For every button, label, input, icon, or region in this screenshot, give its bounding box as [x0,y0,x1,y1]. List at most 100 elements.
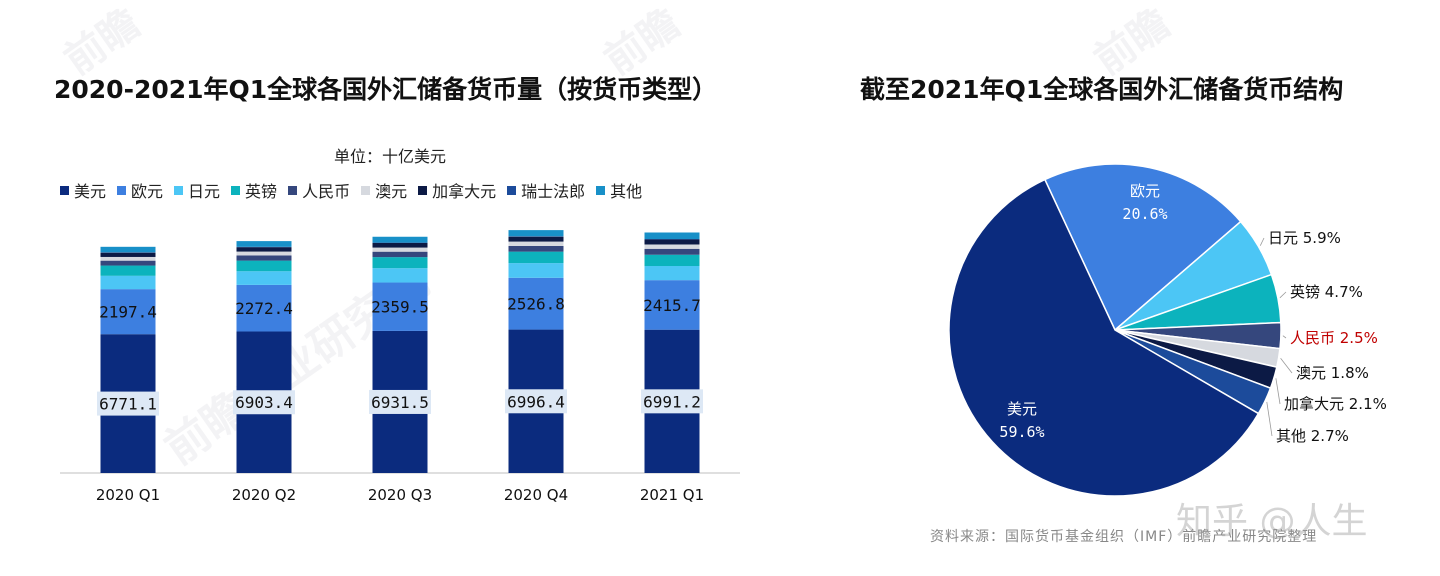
legend-swatch [507,185,517,195]
data-label-eur: 2272.4 [235,299,293,318]
leader-line [1280,358,1293,374]
bar-segment-other [644,232,700,240]
slice-label-gbp: 英镑 4.7% [1290,283,1363,301]
data-label-eur: 2526.8 [507,295,565,314]
data-label-usd: 6903.4 [235,393,293,412]
leader-line [1266,401,1273,437]
source-note: 资料来源：国际货币基金组织（IMF）前瞻产业研究院整理 [930,529,1318,545]
bar-segment-cny [644,248,700,255]
data-label-bg [97,391,159,416]
legend-item-eur: 欧元 [117,178,163,202]
slice-label-cad: 加拿大元 2.1% [1284,395,1387,413]
bar-segment-cny [372,251,428,258]
leader-line [1279,291,1287,299]
bar-segment-eur [236,284,292,332]
data-label-usd: 6771.1 [99,395,157,414]
legend-item-usd: 美元 [60,178,106,202]
pie-slice-usd [948,178,1260,497]
data-label-bg [369,389,431,414]
legend-label: 欧元 [131,182,164,201]
bar-segment-other [372,236,428,243]
bar-segment-eur [372,282,428,331]
slice-label-name: 美元 [1007,400,1037,418]
legend-item-aud: 澳元 [361,178,407,202]
slice-label-value: 20.6% [1122,205,1167,223]
bar-segment-aud [644,244,700,249]
bar-segment-cad [372,242,428,248]
zhihu-watermark: 知乎 @人生 [1176,501,1368,542]
legend-swatch [231,185,241,195]
slice-label-aud: 澳元 1.8% [1296,364,1369,382]
legend-item-jpy: 日元 [174,178,220,202]
leader-line [1282,335,1287,339]
slice-label-chf: 其他 2.7% [1276,427,1349,445]
x-tick-label: 2020 Q3 [368,486,432,504]
legend-label: 日元 [188,182,221,201]
legend-swatch [361,185,371,195]
bar-segment-jpy [508,263,564,278]
data-label-eur: 2415.7 [643,296,701,315]
bar-segment-jpy [372,268,428,283]
pie-slice-eur [1043,163,1242,332]
bar-segment-cad [100,252,156,257]
bar-segment-jpy [644,266,700,281]
bar-segment-gbp [100,265,156,276]
bar-segment-aud [236,251,292,256]
data-label-usd: 6931.5 [371,393,429,412]
slice-label-cny: 人民币 2.5% [1290,329,1378,347]
legend-item-cad: 加拿大元 [418,178,496,202]
slice-label-jpy: 日元 5.9% [1268,229,1341,247]
bar-segment-gbp [644,254,700,267]
bar-segment-aud [508,241,564,246]
legend-item-other: 其他 [596,178,642,202]
bar-segment-cny [236,255,292,261]
legend-swatch [60,185,69,195]
leader-line [1275,378,1281,405]
legend-swatch [596,185,606,195]
bar-segment-other [236,241,292,247]
data-label-bg [641,389,703,414]
bar-segment-jpy [236,271,292,285]
pie-chart-title: 截至2021年Q1全球各国外汇储备货币结构 [860,75,1344,104]
x-tick-label: 2020 Q2 [232,486,296,504]
bar-segment-other [508,230,564,237]
stacked-bar-chart: 6771.1 2197.4 2020 Q1 6903.4 2272.4 2020 Q2 69… [60,230,740,504]
bar-segment-gbp [372,257,428,269]
legend-swatch [418,185,428,195]
bar-segment-eur [508,277,564,330]
leader-line [1259,237,1265,246]
legend-label: 其他 [610,182,643,201]
bar-segment-aud [372,247,428,252]
x-tick-label: 2020 Q4 [504,486,568,504]
legend: 美元 欧元 日元 英镑 人民币 澳元 加拿大元 瑞士法郎 其他 [60,178,653,202]
bar-segment-cad [644,239,700,245]
legend-label: 人民币 [302,182,351,201]
legend-swatch [117,185,127,195]
bar-segment-aud [100,256,156,261]
data-label-bg [233,390,295,415]
bar-chart-title: 2020-2021年Q1全球各国外汇储备货币量（按货币类型） [54,75,718,104]
x-tick-label: 2021 Q1 [640,486,704,504]
bar-segment-gbp [236,260,292,272]
legend-label: 加拿大元 [432,182,497,201]
bar-segment-gbp [508,251,564,264]
bar-segment-eur [644,280,700,330]
unit-label: 单位：十亿美元 [334,147,447,166]
data-label-eur: 2359.5 [371,298,429,317]
bar-segment-other [100,246,156,253]
bar-segment-cad [236,247,292,252]
bar-segment-cny [100,260,156,266]
bar-segment-eur [100,289,156,335]
data-label-eur: 2197.4 [99,303,157,322]
bar-segment-cny [508,245,564,252]
data-label-bg [505,389,567,414]
bar-segment-jpy [100,275,156,290]
legend-swatch [174,185,184,195]
x-tick-label: 2020 Q1 [96,486,160,504]
legend-item-chf: 瑞士法郎 [507,178,585,202]
slice-label-value: 59.6% [999,423,1044,441]
data-label-usd: 6991.2 [643,392,701,411]
legend-label: 美元 [74,182,107,201]
legend-label: 英镑 [245,182,278,201]
